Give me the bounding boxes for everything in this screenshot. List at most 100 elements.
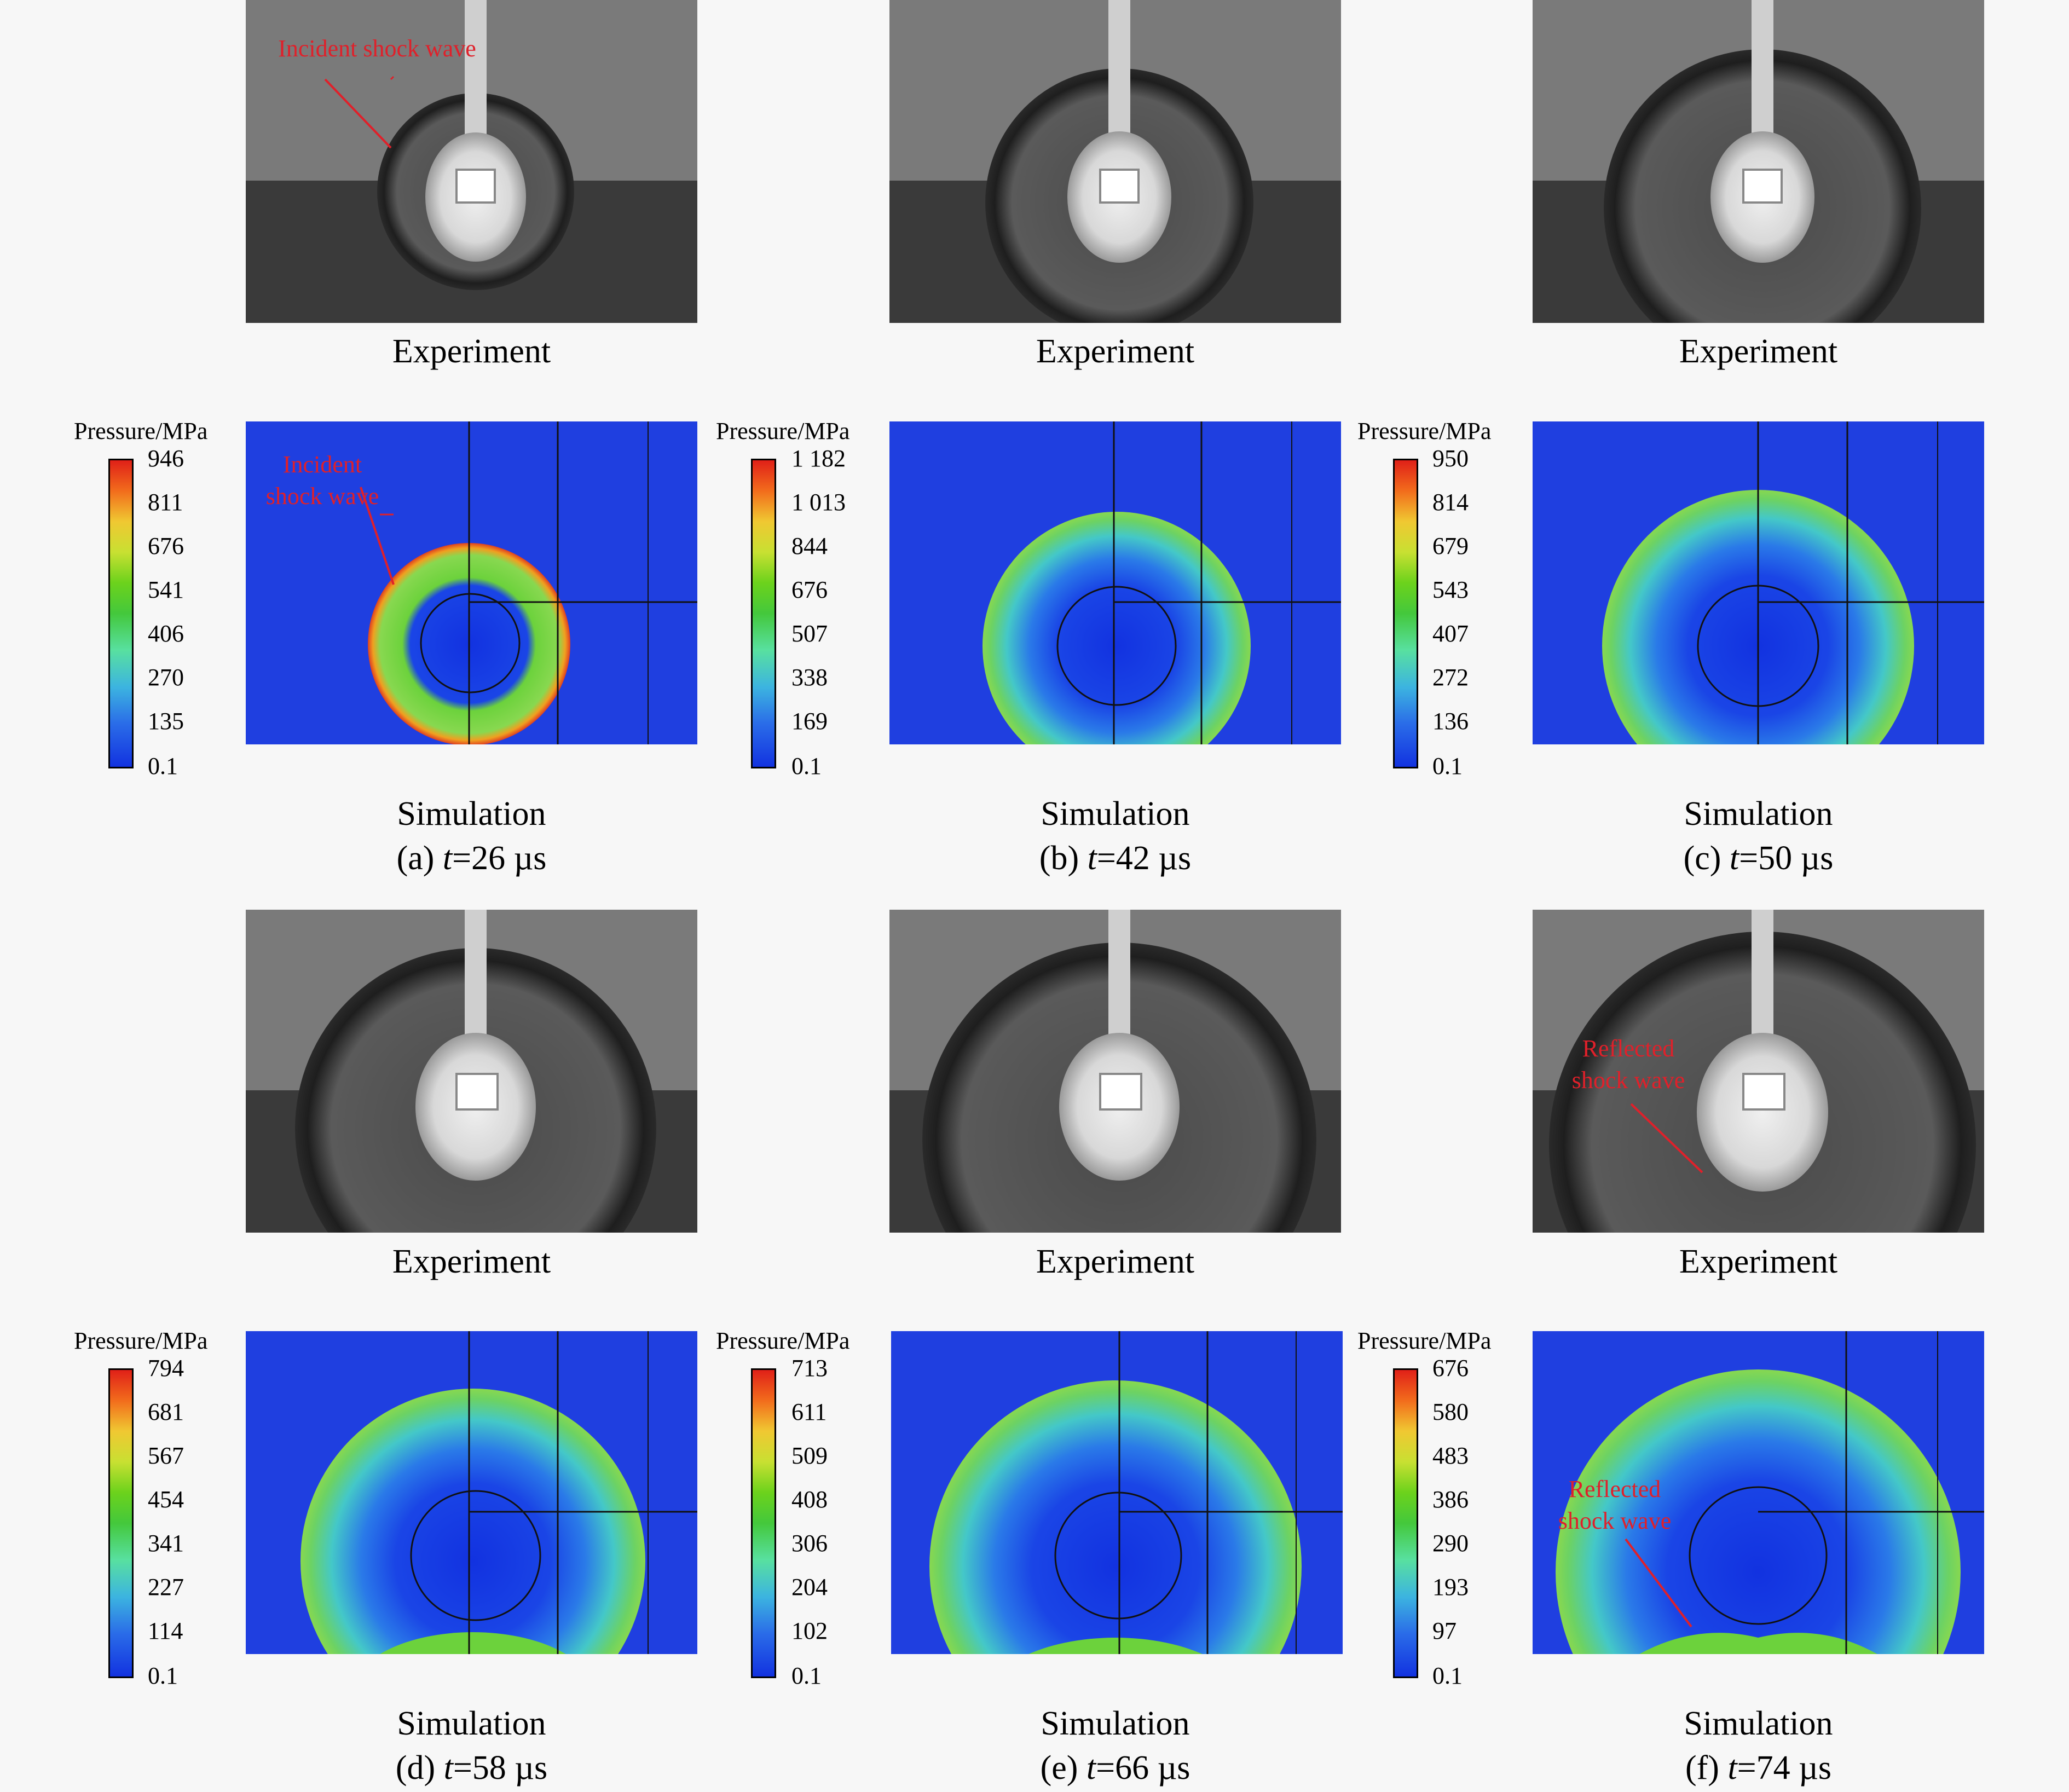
- subfigure-label-e: (e) t=66 µs: [889, 1749, 1341, 1787]
- simulation-field-a: [360, 421, 697, 744]
- colorbar-tick: 341: [148, 1530, 184, 1557]
- colorbar-title-e: Pressure/MPa: [716, 1327, 850, 1354]
- colorbar-e: [751, 1368, 776, 1678]
- time-variable: t: [1086, 1749, 1096, 1787]
- simulation-caption-b: Simulation: [1041, 795, 1190, 833]
- simulation-caption-f: Simulation: [1684, 1705, 1833, 1742]
- experiment-caption-a: Experiment: [392, 333, 551, 370]
- experiment-image-d: [246, 910, 697, 1233]
- experiment-image-b: [889, 0, 1341, 323]
- colorbar-tick: 0.1: [1432, 753, 1463, 779]
- simulation-image-e: [891, 1331, 1343, 1654]
- simulation-caption-a: Simulation: [397, 795, 546, 833]
- reflected-shock-wave-label: Reflected shock wave: [1557, 1033, 1700, 1096]
- annotation-line-1: Incident: [282, 451, 362, 478]
- colorbar-d: [108, 1368, 134, 1678]
- experiment-caption-e: Experiment: [1036, 1243, 1195, 1280]
- colorbar-tick: 306: [791, 1530, 828, 1557]
- colorbar-tick: 679: [1432, 533, 1469, 559]
- colorbar-tick: 0.1: [791, 753, 822, 779]
- colorbar-tick: 454: [148, 1486, 184, 1513]
- colorbar-tick: 950: [1432, 445, 1469, 472]
- colorbar-tick: 814: [1432, 489, 1469, 516]
- subfigure-label-a: (a) t=26 µs: [246, 839, 697, 877]
- colorbar-a: [108, 459, 134, 768]
- annotation-line-1: Reflected: [1582, 1035, 1675, 1062]
- colorbar-tick: 1 182: [791, 445, 846, 472]
- time-value: =42 µs: [1096, 840, 1192, 877]
- colorbar-tick: 270: [148, 664, 184, 691]
- colorbar-tick: 386: [1432, 1486, 1469, 1513]
- simulation-field-b: [983, 421, 1341, 744]
- colorbar-title-a: Pressure/MPa: [74, 418, 208, 444]
- experiment-image-a: Incident shock wave: [246, 0, 697, 323]
- subfigure-letter: (a): [396, 840, 435, 877]
- colorbar-tick: 0.1: [148, 753, 178, 779]
- colorbar-tick: 676: [791, 576, 828, 603]
- subfigure-letter: (b): [1039, 840, 1079, 877]
- colorbar-tick: 676: [148, 533, 184, 559]
- simulation-image-c: [1533, 421, 1984, 744]
- experiment-photo-f: [1533, 910, 1984, 1233]
- colorbar-tick: 811: [148, 489, 183, 516]
- colorbar-tick: 135: [148, 708, 184, 735]
- colorbar-c: [1393, 459, 1418, 768]
- time-value: =26 µs: [452, 840, 547, 877]
- simulation-field-d: [300, 1331, 697, 1654]
- colorbar-f: [1393, 1368, 1418, 1678]
- experiment-image-e: [889, 910, 1341, 1233]
- colorbar-title-c: Pressure/MPa: [1357, 418, 1492, 444]
- subfigure-letter: (c): [1683, 840, 1721, 877]
- colorbar-tick: 193: [1432, 1574, 1469, 1600]
- colorbar-tick: 227: [148, 1574, 184, 1600]
- time-variable: t: [443, 1749, 453, 1787]
- colorbar-title-d: Pressure/MPa: [74, 1327, 208, 1354]
- experiment-caption-f: Experiment: [1679, 1243, 1838, 1280]
- simulation-image-d: [246, 1331, 697, 1654]
- colorbar-tick: 406: [148, 620, 184, 647]
- colorbar-tick: 97: [1432, 1617, 1457, 1644]
- time-value: =50 µs: [1739, 840, 1834, 877]
- experiment-image-f: Reflected shock wave: [1533, 910, 1984, 1233]
- incident-shock-wave-label: Incident shock wave: [278, 35, 476, 62]
- simulation-field-e: [929, 1331, 1343, 1654]
- colorbar-tick: 681: [148, 1398, 184, 1425]
- colorbar-tick: 0.1: [791, 1662, 822, 1689]
- simulation-image-b: [889, 421, 1341, 744]
- colorbar-tick: 102: [791, 1617, 828, 1644]
- colorbar-tick: 1 013: [791, 489, 846, 516]
- time-value: =58 µs: [453, 1749, 548, 1787]
- experiment-caption-d: Experiment: [392, 1243, 551, 1280]
- simulation-image-a: Incident shock wave: [246, 421, 697, 744]
- colorbar-tick: 844: [791, 533, 828, 559]
- colorbar-b: [751, 459, 776, 768]
- experiment-photo-b: [889, 0, 1341, 323]
- experiment-caption-c: Experiment: [1679, 333, 1838, 370]
- subfigure-label-c: (c) t=50 µs: [1533, 839, 1984, 877]
- colorbar-tick: 713: [791, 1355, 828, 1381]
- subfigure-label-b: (b) t=42 µs: [889, 839, 1341, 877]
- simulation-caption-d: Simulation: [397, 1705, 546, 1742]
- subfigure-label-f: (f) t=74 µs: [1533, 1749, 1984, 1787]
- incident-shock-wave-sim-label: Incident shock wave: [251, 449, 394, 512]
- colorbar-tick: 408: [791, 1486, 828, 1513]
- colorbar-title-f: Pressure/MPa: [1357, 1327, 1492, 1354]
- time-variable: t: [1729, 840, 1739, 877]
- colorbar-tick: 290: [1432, 1530, 1469, 1557]
- experiment-caption-b: Experiment: [1036, 333, 1195, 370]
- colorbar-tick: 567: [148, 1442, 184, 1469]
- colorbar-tick: 541: [148, 576, 184, 603]
- colorbar-tick: 204: [791, 1574, 828, 1600]
- annotation-line-2: shock wave: [1571, 1067, 1685, 1094]
- colorbar-tick: 136: [1432, 708, 1469, 735]
- time-variable: t: [442, 840, 453, 877]
- colorbar-tick: 509: [791, 1442, 828, 1469]
- annotation-line-2: shock wave: [1558, 1507, 1672, 1534]
- subfigure-letter: (f): [1685, 1749, 1719, 1787]
- colorbar-tick: 611: [791, 1398, 827, 1425]
- simulation-caption-e: Simulation: [1041, 1705, 1190, 1742]
- colorbar-tick: 114: [148, 1617, 183, 1644]
- simulation-field-f: [1556, 1331, 1984, 1654]
- colorbar-tick: 946: [148, 445, 184, 472]
- time-variable: t: [1087, 840, 1097, 877]
